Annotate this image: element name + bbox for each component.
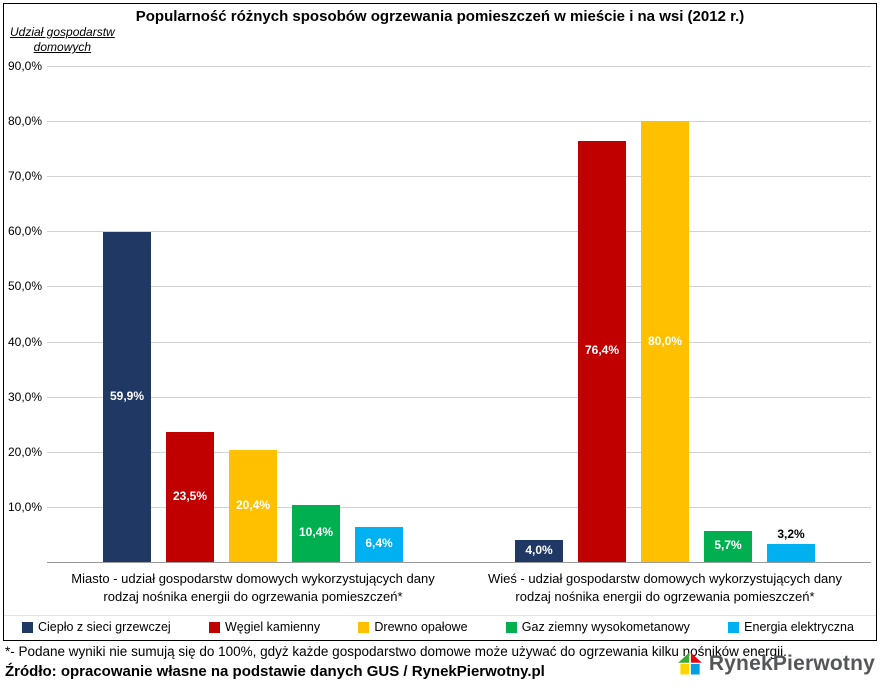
- bar-value-label: 23,5%: [172, 489, 208, 504]
- y-tick-label: 20,0%: [7, 444, 42, 459]
- bar: [355, 526, 403, 562]
- bar-value-label: 10,4%: [298, 525, 334, 540]
- bar-value-label: 4,0%: [525, 542, 553, 557]
- category-label-miasto: Miasto - udział gospodarstw domowych wyk…: [47, 570, 459, 605]
- legend-label-cieplo: Ciepło z sieci grzewczej: [38, 620, 171, 634]
- chart-frame: Popularność różnych sposobów ogrzewania …: [3, 3, 877, 641]
- legend-item-cieplo: Ciepło z sieci grzewczej: [22, 620, 171, 634]
- bar: [292, 504, 340, 562]
- legend-item-gaz: Gaz ziemny wysokometanowy: [505, 620, 690, 634]
- bar: [229, 449, 277, 562]
- logo-text: RynekPierwotny: [708, 652, 875, 675]
- legend: Ciepło z sieci grzewczej Węgiel kamienny…: [4, 615, 876, 638]
- footnote: *- Podane wyniki nie sumują się do 100%,…: [5, 644, 787, 659]
- legend-swatch-cieplo: [22, 621, 33, 633]
- bar-value-label: 3,2%: [777, 527, 805, 542]
- bar-value-label: 5,7%: [714, 538, 742, 553]
- y-axis-title: Udział gospodarstw domowych: [10, 25, 115, 55]
- category-label-miasto-line1: Miasto - udział gospodarstw domowych wyk…: [71, 571, 435, 586]
- bar-value-label: 76,4%: [584, 343, 620, 358]
- bar-value-label: 6,4%: [365, 536, 393, 551]
- bar: [578, 140, 626, 562]
- category-label-wies: Wieś - udział gospodarstw domowych wykor…: [459, 570, 871, 605]
- bar: [166, 432, 214, 562]
- bar-value-label: 59,9%: [109, 388, 145, 403]
- legend-item-energia: Energia elektryczna: [728, 620, 854, 634]
- legend-label-wegiel: Węgiel kamienny: [224, 620, 321, 634]
- logo: RynekPierwotny: [676, 650, 875, 678]
- gridline: [47, 176, 871, 178]
- y-tick-label: 90,0%: [7, 59, 42, 73]
- gridline: [47, 66, 871, 67]
- legend-swatch-wegiel: [208, 621, 220, 633]
- chart-title: Popularność różnych sposobów ogrzewania …: [135, 8, 745, 25]
- category-label-wies-line1: Wieś - udział gospodarstw domowych wykor…: [487, 571, 843, 586]
- bar: [641, 121, 689, 562]
- legend-label-drewno: Drewno opałowe: [374, 620, 468, 634]
- plot-area: 59,9% 23,5% 20,4% 10,4% 6,4% 4,0% 76,4% 80,0% 5,…: [47, 66, 871, 563]
- logo-house-icon: [678, 651, 702, 675]
- category-label-miasto-line2: rodzaj nośnika energii do ogrzewania pom…: [103, 588, 403, 604]
- y-axis-ticks: 90,0% 80,0% 70,0% 60,0% 50,0% 40,0% 30,0% 20,0%…: [4, 4, 42, 640]
- gridline: [47, 506, 871, 508]
- legend-swatch-energia: [728, 621, 740, 633]
- category-label-wies-line2: rodzaj nośnika energii do ogrzewania pom…: [515, 588, 815, 604]
- legend-item-drewno: Drewno opałowe: [358, 620, 468, 634]
- y-tick-label: 30,0%: [7, 389, 42, 404]
- y-axis-title-line1: Udział gospodarstw: [10, 25, 115, 39]
- bar: [515, 539, 563, 562]
- legend-label-gaz: Gaz ziemny wysokometanowy: [521, 620, 690, 634]
- bar-value-label: 80,0%: [647, 333, 683, 348]
- y-tick-label: 40,0%: [7, 334, 42, 349]
- y-tick-label: 80,0%: [7, 114, 42, 129]
- bar: [704, 530, 752, 562]
- category-labels: Miasto - udział gospodarstw domowych wyk…: [47, 570, 871, 605]
- legend-item-wegiel: Węgiel kamienny: [208, 620, 321, 634]
- legend-swatch-gaz: [505, 621, 517, 633]
- gridline: [47, 231, 871, 233]
- y-tick-label: 60,0%: [7, 224, 42, 239]
- y-tick-label: 70,0%: [7, 169, 42, 184]
- source-line: Źródło: opracowanie własne na podstawie …: [5, 663, 545, 680]
- gridline: [47, 341, 871, 343]
- gridline: [47, 121, 871, 123]
- gridline: [47, 396, 871, 398]
- bar: [103, 231, 151, 562]
- bar-value-label: 20,4%: [235, 497, 271, 512]
- y-tick-label: 50,0%: [7, 279, 42, 294]
- legend-swatch-drewno: [358, 621, 370, 633]
- gridline: [47, 286, 871, 288]
- legend-label-energia: Energia elektryczna: [744, 620, 854, 634]
- y-axis-title-line2: domowych: [33, 40, 92, 54]
- gridline: [47, 451, 871, 453]
- y-tick-label: 10,0%: [7, 499, 42, 514]
- bar: [767, 544, 815, 562]
